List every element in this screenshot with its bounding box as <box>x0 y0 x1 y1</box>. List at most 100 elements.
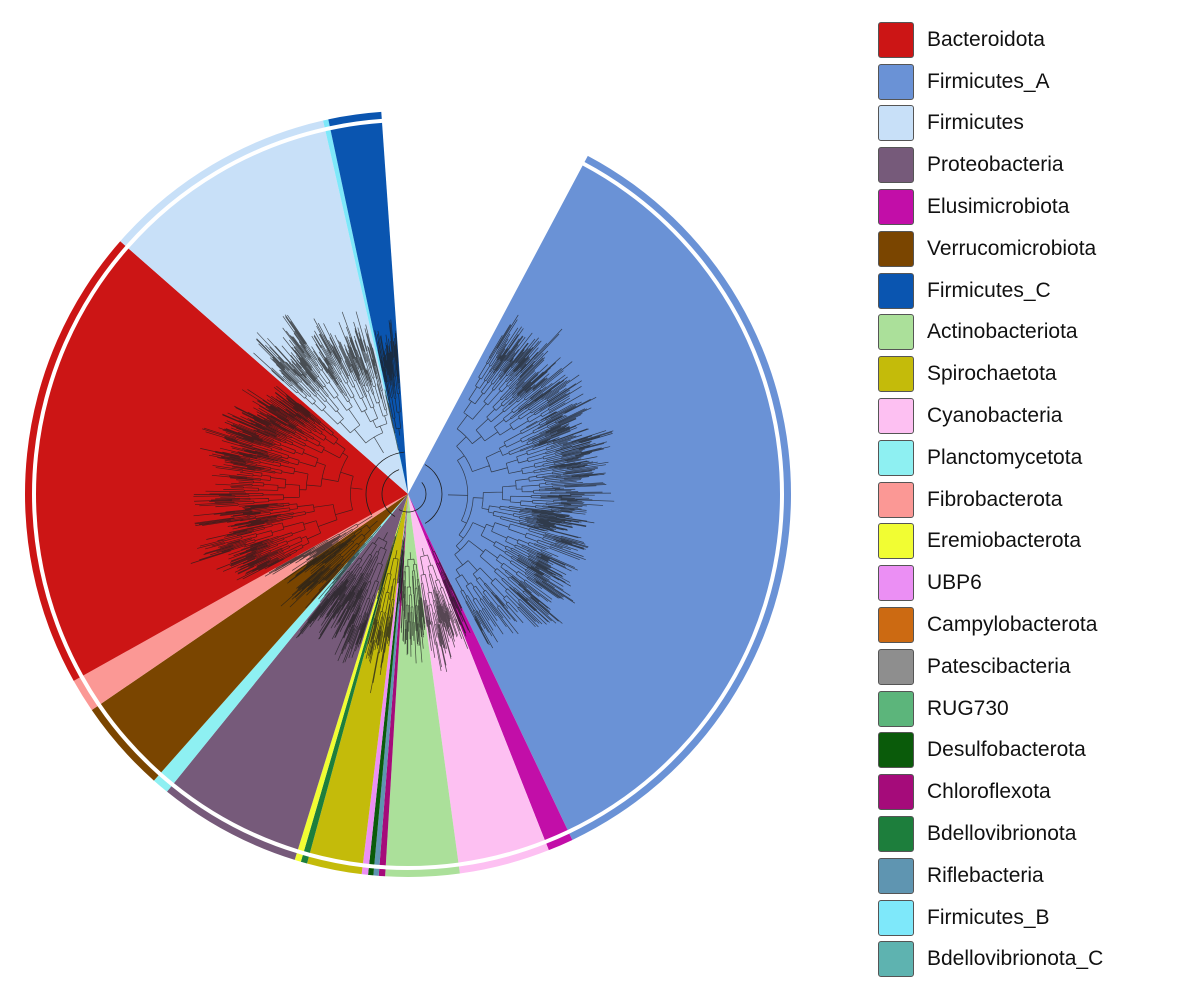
clade-branches-bdellovibrionota <box>372 537 397 621</box>
legend-label: Fibrobacterota <box>927 487 1063 511</box>
clade-sectors <box>36 122 781 866</box>
legend-label: Riflebacteria <box>927 863 1044 887</box>
legend-item-spirochaetota: Spirochaetota <box>878 353 1188 395</box>
legend-item-bdellovibrionota-c: Bdellovibrionota_C <box>878 939 1188 981</box>
ring-segment-spirochaetota <box>307 856 363 875</box>
legend-label: Campylobacterota <box>927 613 1098 637</box>
clade-branches-eremiobacterota <box>376 535 396 599</box>
clade-sector-bacteroidota <box>36 248 409 676</box>
ring-segment-actinobacteriota <box>385 866 460 877</box>
legend-item-elusimicrobiota: Elusimicrobiota <box>878 186 1188 228</box>
ring-segment-elusimicrobiota <box>546 833 573 851</box>
legend-item-planctomycetota: Planctomycetota <box>878 437 1188 479</box>
legend-label: Actinobacteriota <box>927 320 1078 344</box>
clade-sector-ubp6 <box>362 494 408 864</box>
legend-item-patescibacteria: Patescibacteria <box>878 646 1188 688</box>
legend-label: Firmicutes <box>927 111 1024 135</box>
ring-segment-verrucomicrobiota <box>91 706 159 781</box>
ring-segment-ubp6 <box>361 867 369 875</box>
legend-item-desulfobacterota: Desulfobacterota <box>878 730 1188 772</box>
legend-label: Firmicutes_B <box>927 905 1050 929</box>
ring-segment-chloroflexota <box>378 868 386 877</box>
legend-item-firmicutes-a: Firmicutes_A <box>878 61 1188 103</box>
legend: Bacteroidota Firmicutes_A Firmicutes Proteo… <box>878 19 1188 980</box>
legend-item-firmicutes: Firmicutes <box>878 103 1188 145</box>
ring-segment-desulfobacterota <box>368 867 374 876</box>
legend-label: Bacteroidota <box>927 27 1045 51</box>
clade-branches-firmicutes-b <box>384 389 399 451</box>
legend-label: Chloroflexota <box>927 780 1051 804</box>
clade-branches-cyanobacteria <box>420 547 469 672</box>
legend-label: UBP6 <box>927 571 982 595</box>
clade-branches-actinobacteriota <box>400 552 426 664</box>
legend-item-riflebacteria: Riflebacteria <box>878 855 1188 897</box>
legend-label: Cyanobacteria <box>927 404 1063 428</box>
legend-item-proteobacteria: Proteobacteria <box>878 144 1188 186</box>
legend-item-rug730: RUG730 <box>878 688 1188 730</box>
ring-segment-riflebacteria <box>373 868 380 876</box>
legend-item-bacteroidota: Bacteroidota <box>878 19 1188 61</box>
tree-branches <box>190 311 615 694</box>
legend-swatch <box>878 648 914 685</box>
clade-sector-desulfobacterota <box>369 494 408 865</box>
legend-label: Bdellovibrionota_C <box>927 947 1104 971</box>
legend-label: Eremiobacterota <box>927 529 1082 553</box>
legend-item-bdellovibrionota: Bdellovibrionota <box>878 813 1188 855</box>
legend-item-eremiobacterota: Eremiobacterota <box>878 521 1188 563</box>
clade-branches-proteobacteria <box>296 532 388 664</box>
clade-branches-firmicutes-c <box>374 319 401 436</box>
clade-branches-chloroflexota <box>400 550 405 603</box>
legend-item-actinobacteriota: Actinobacteriota <box>878 312 1188 354</box>
root-backbone <box>365 451 443 524</box>
legend-item-verrucomicrobiota: Verrucomicrobiota <box>878 228 1188 270</box>
legend-swatch <box>878 230 914 267</box>
clade-sector-cyanobacteria <box>408 494 545 863</box>
legend-item-campylobacterota: Campylobacterota <box>878 604 1188 646</box>
clade-branches-verrucomicrobiota <box>280 520 378 609</box>
clade-sector-firmicutes <box>128 131 408 494</box>
clade-branches-bacteroidota <box>190 385 363 581</box>
legend-swatch <box>878 732 914 769</box>
legend-label: RUG730 <box>927 696 1009 720</box>
legend-swatch <box>878 523 914 560</box>
clade-branches-planctomycetota <box>318 525 382 603</box>
legend-label: Spirochaetota <box>927 362 1057 386</box>
legend-swatch <box>878 774 914 811</box>
legend-swatch <box>878 272 914 309</box>
legend-label: Bdellovibrionota <box>927 822 1077 846</box>
legend-swatch <box>878 314 914 351</box>
ring-segment-planctomycetota <box>153 775 172 792</box>
clade-branches-riflebacteria <box>398 537 405 604</box>
legend-swatch <box>878 857 914 894</box>
legend-swatch <box>878 398 914 435</box>
clade-branches-firmicutes <box>253 311 388 454</box>
ring-segment-firmicutes-c <box>328 111 382 127</box>
clade-branches-fibrobacterota <box>264 515 373 577</box>
clade-branches-spirochaetota <box>364 550 399 694</box>
legend-label: Planctomycetota <box>927 445 1083 469</box>
ring-segment-firmicutes-b <box>323 119 330 128</box>
ring-segment-fibrobacterota <box>73 677 98 711</box>
legend-swatch <box>878 105 914 142</box>
legend-item-chloroflexota: Chloroflexota <box>878 771 1188 813</box>
legend-swatch <box>878 147 914 184</box>
legend-swatch <box>878 439 914 476</box>
legend-swatch <box>878 63 914 100</box>
ring-segment-bdellovibrionota <box>300 854 309 864</box>
legend-item-fibrobacterota: Fibrobacterota <box>878 479 1188 521</box>
legend-label: Patescibacteria <box>927 654 1071 678</box>
ring-segment-cyanobacteria <box>458 843 549 874</box>
legend-item-cyanobacteria: Cyanobacteria <box>878 395 1188 437</box>
legend-item-firmicutes-c: Firmicutes_C <box>878 270 1188 312</box>
legend-label: Desulfobacterota <box>927 738 1086 762</box>
legend-swatch <box>878 189 914 226</box>
legend-label: Elusimicrobiota <box>927 195 1070 219</box>
legend-swatch <box>878 899 914 936</box>
legend-item-firmicutes-b: Firmicutes_B <box>878 897 1188 939</box>
legend-swatch <box>878 607 914 644</box>
legend-swatch <box>878 481 914 518</box>
legend-label: Firmicutes_A <box>927 69 1050 93</box>
ring-segment-proteobacteria <box>166 786 297 860</box>
legend-swatch <box>878 565 914 602</box>
legend-label: Firmicutes_C <box>927 278 1051 302</box>
